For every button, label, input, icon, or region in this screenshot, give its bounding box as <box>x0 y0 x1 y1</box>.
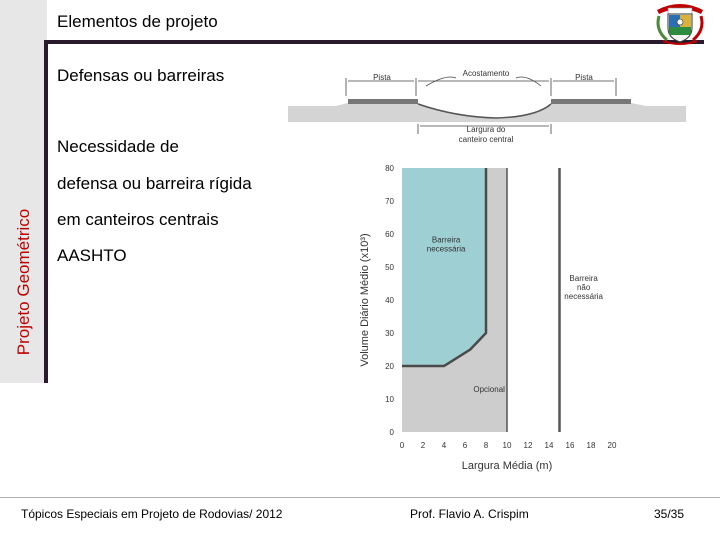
footer-course: Tópicos Especiais em Projeto de Rodovias… <box>21 507 283 521</box>
x-tick-label: 8 <box>484 441 489 450</box>
label-right-lane: Pista <box>575 73 593 82</box>
region-0 <box>402 168 486 366</box>
bullet-1: Defensas ou barreiras <box>57 66 225 85</box>
footer-divider <box>0 497 720 498</box>
vertical-section-title: Projeto Geométrico <box>14 208 33 356</box>
aashto-barrier-chart: 0 2 4 6 8 10 12 14 16 18 20 0 10 20 30 40 50 60 70 80 Largur… <box>359 164 617 472</box>
label-median-width-2: canteiro central <box>459 135 514 144</box>
median-cross-section-diagram: Pista Acostamento Pista Largura do cante… <box>288 69 686 144</box>
header-divider <box>44 40 704 44</box>
region-label-not-required: Barreira <box>569 274 598 283</box>
bullet-4: em canteiros centrais <box>57 210 219 229</box>
median-ditch <box>417 103 552 119</box>
y-tick-label: 0 <box>390 428 395 437</box>
footer-author: Prof. Flavio A. Crispim <box>410 507 529 521</box>
bullet-2: Necessidade de <box>57 137 179 156</box>
label-left-lane: Pista <box>373 73 391 82</box>
x-tick-label: 4 <box>442 441 447 450</box>
x-tick-label: 0 <box>400 441 405 450</box>
y-tick-label: 40 <box>385 296 394 305</box>
barrier-boundary-line <box>402 168 488 368</box>
y-tick-label: 70 <box>385 197 394 206</box>
footer-page-number: 35/35 <box>654 507 685 521</box>
y-tick-label: 50 <box>385 263 394 272</box>
x-tick-label: 18 <box>587 441 596 450</box>
x-axis-label: Largura Média (m) <box>462 460 552 472</box>
x-tick-label: 2 <box>421 441 426 450</box>
y-tick-label: 30 <box>385 329 394 338</box>
sidebar-divider <box>44 41 48 383</box>
region-label-optional: Opcional <box>473 385 505 394</box>
right-pavement <box>551 99 631 104</box>
x-tick-label: 10 <box>503 441 512 450</box>
region-label-not-required: não <box>577 283 591 292</box>
region-label-not-required: necessária <box>564 292 603 301</box>
label-shoulder: Acostamento <box>463 69 510 78</box>
y-tick-label: 10 <box>385 395 394 404</box>
y-axis-label: Volume Diário Médio (x10³) <box>359 233 371 366</box>
bullet-5: AASHTO <box>57 246 127 265</box>
left-pavement <box>348 99 418 104</box>
x-tick-label: 6 <box>463 441 468 450</box>
region-label-required: Barreira <box>432 235 461 244</box>
y-tick-label: 60 <box>385 230 394 239</box>
x-tick-label: 14 <box>545 441 554 450</box>
slide-title: Elementos de projeto <box>57 12 218 31</box>
region-label-required: necessária <box>427 244 466 253</box>
y-tick-label: 80 <box>385 164 394 173</box>
x-tick-label: 12 <box>524 441 533 450</box>
x-tick-label: 16 <box>566 441 575 450</box>
sidebar-panel <box>0 0 47 383</box>
bullet-3: defensa ou barreira rígida <box>57 174 252 193</box>
y-tick-label: 20 <box>385 362 394 371</box>
label-median-width-1: Largura do <box>467 125 506 134</box>
x-tick-label: 20 <box>608 441 617 450</box>
coat-of-arms-icon <box>656 4 704 45</box>
